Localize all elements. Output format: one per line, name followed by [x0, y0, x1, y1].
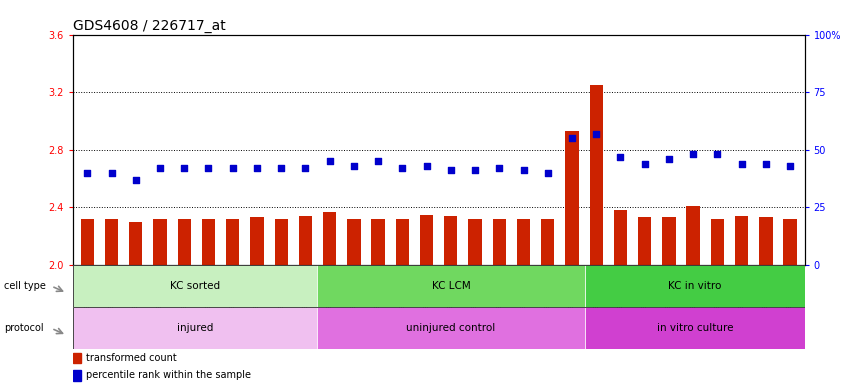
- Text: KC in vitro: KC in vitro: [669, 281, 722, 291]
- Point: [395, 165, 409, 171]
- Bar: [541, 219, 555, 265]
- Bar: [299, 216, 312, 265]
- Bar: [614, 210, 627, 265]
- Bar: [275, 219, 288, 265]
- Bar: [250, 217, 264, 265]
- Point: [590, 131, 603, 137]
- Point: [614, 154, 627, 160]
- Text: KC sorted: KC sorted: [169, 281, 220, 291]
- Point: [347, 163, 360, 169]
- Point: [250, 165, 264, 171]
- Point: [129, 177, 143, 183]
- Bar: [420, 215, 433, 265]
- Bar: [372, 219, 385, 265]
- Point: [323, 158, 336, 164]
- Bar: [468, 219, 482, 265]
- Point: [419, 163, 433, 169]
- Bar: [348, 219, 360, 265]
- Text: in vitro culture: in vitro culture: [657, 323, 733, 333]
- Bar: [73, 307, 317, 349]
- Bar: [759, 217, 772, 265]
- Point: [153, 165, 167, 171]
- Bar: [105, 219, 118, 265]
- Point: [299, 165, 312, 171]
- Bar: [395, 219, 409, 265]
- Text: GDS4608 / 226717_at: GDS4608 / 226717_at: [73, 19, 225, 33]
- Bar: [663, 217, 675, 265]
- Point: [444, 167, 458, 174]
- Bar: [783, 219, 797, 265]
- Point: [226, 165, 240, 171]
- Point: [80, 170, 94, 176]
- Point: [734, 161, 748, 167]
- Text: cell type: cell type: [4, 281, 46, 291]
- Bar: [565, 131, 579, 265]
- Point: [638, 161, 651, 167]
- Bar: [153, 219, 167, 265]
- Bar: [317, 265, 586, 307]
- Bar: [323, 212, 336, 265]
- Bar: [226, 219, 240, 265]
- Point: [541, 170, 555, 176]
- Point: [662, 156, 675, 162]
- Point: [177, 165, 191, 171]
- Point: [687, 151, 700, 157]
- Bar: [317, 307, 586, 349]
- Text: percentile rank within the sample: percentile rank within the sample: [86, 370, 251, 381]
- Point: [492, 165, 506, 171]
- Point: [565, 135, 579, 141]
- Bar: [687, 206, 700, 265]
- Bar: [444, 216, 457, 265]
- Bar: [73, 370, 80, 381]
- Bar: [586, 265, 805, 307]
- Text: KC LCM: KC LCM: [431, 281, 470, 291]
- Point: [372, 158, 385, 164]
- Bar: [586, 307, 805, 349]
- Bar: [177, 219, 191, 265]
- Point: [517, 167, 531, 174]
- Bar: [129, 222, 142, 265]
- Bar: [517, 219, 530, 265]
- Point: [104, 170, 118, 176]
- Bar: [735, 216, 748, 265]
- Bar: [710, 219, 724, 265]
- Bar: [73, 265, 317, 307]
- Point: [759, 161, 773, 167]
- Bar: [590, 85, 603, 265]
- Bar: [80, 219, 94, 265]
- Point: [274, 165, 288, 171]
- Text: transformed count: transformed count: [86, 353, 176, 363]
- Text: injured: injured: [176, 323, 213, 333]
- Bar: [73, 353, 80, 363]
- Point: [710, 151, 724, 157]
- Point: [783, 163, 797, 169]
- Bar: [492, 219, 506, 265]
- Point: [202, 165, 216, 171]
- Point: [468, 167, 482, 174]
- Text: protocol: protocol: [4, 323, 44, 333]
- Text: uninjured control: uninjured control: [407, 323, 496, 333]
- Bar: [202, 219, 215, 265]
- Bar: [638, 217, 651, 265]
